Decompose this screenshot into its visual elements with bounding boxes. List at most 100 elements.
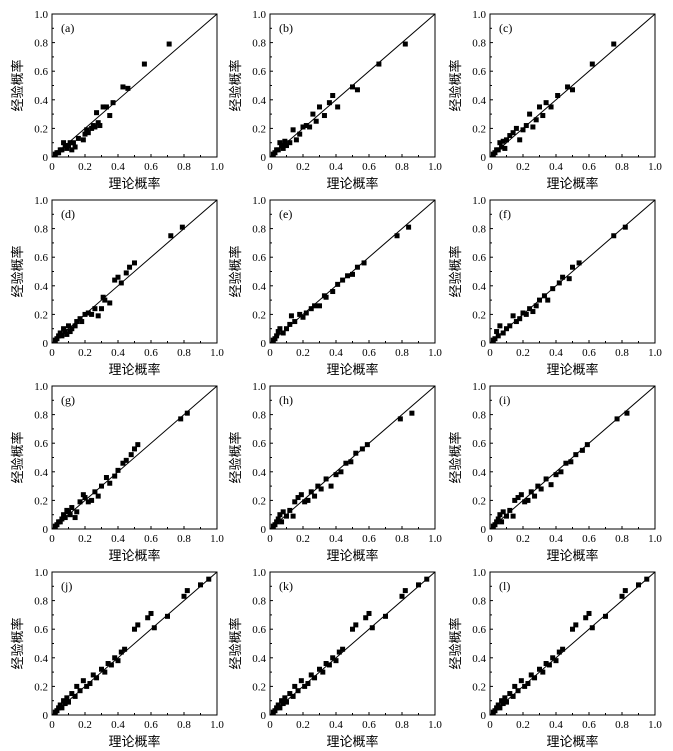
data-point bbox=[315, 483, 321, 489]
y-tick-label: 0.6 bbox=[472, 624, 486, 636]
data-point bbox=[507, 323, 513, 329]
y-tick-label: 0.4 bbox=[472, 95, 486, 107]
data-point bbox=[492, 522, 498, 528]
y-tick-label: 0.6 bbox=[472, 66, 486, 78]
y-tick-label: 1.0 bbox=[252, 9, 266, 21]
x-tick-label: 0.4 bbox=[329, 161, 343, 173]
y-tick-label: 0.2 bbox=[472, 681, 486, 693]
data-point bbox=[59, 147, 65, 153]
data-point bbox=[284, 513, 289, 519]
data-point bbox=[522, 683, 528, 689]
data-point bbox=[62, 515, 68, 521]
y-tick-label: 0 bbox=[481, 710, 487, 722]
data-point bbox=[338, 469, 344, 475]
data-point bbox=[364, 442, 370, 448]
data-point bbox=[528, 672, 534, 678]
data-point bbox=[69, 505, 75, 511]
x-tick-label: 0.4 bbox=[549, 719, 563, 731]
x-tick-label: 0.6 bbox=[582, 161, 596, 173]
y-tick-label: 0 bbox=[43, 710, 49, 722]
data-point bbox=[308, 489, 314, 495]
data-point bbox=[184, 588, 190, 594]
data-point bbox=[112, 655, 118, 661]
y-tick-label: 0.4 bbox=[34, 281, 48, 293]
x-tick-label: 1.0 bbox=[648, 533, 662, 545]
data-point bbox=[61, 140, 67, 146]
panel-label: (f) bbox=[499, 207, 511, 221]
data-point bbox=[589, 625, 595, 631]
x-tick-label: 0.6 bbox=[144, 533, 158, 545]
y-tick-label: 0 bbox=[261, 152, 267, 164]
data-point bbox=[333, 658, 339, 664]
data-point bbox=[492, 708, 498, 714]
data-point bbox=[517, 137, 523, 143]
data-point bbox=[99, 306, 104, 312]
x-tick-label: 0.2 bbox=[296, 719, 310, 731]
data-point bbox=[293, 137, 299, 143]
data-point bbox=[99, 483, 104, 489]
data-point bbox=[184, 410, 190, 416]
x-tick-label: 0.2 bbox=[516, 347, 530, 359]
data-point bbox=[292, 319, 298, 325]
y-tick-label: 0 bbox=[261, 710, 267, 722]
data-point bbox=[64, 331, 70, 337]
y-axis-title: 经验概率 bbox=[228, 431, 244, 483]
x-tick-label: 0.4 bbox=[111, 161, 125, 173]
x-tick-label: 0.6 bbox=[144, 347, 158, 359]
data-point bbox=[510, 693, 516, 699]
x-tick-label: 0.4 bbox=[111, 719, 125, 731]
y-tick-label: 0.4 bbox=[252, 95, 266, 107]
data-point bbox=[100, 104, 106, 110]
data-point bbox=[499, 698, 505, 704]
data-point bbox=[533, 117, 539, 123]
reference-line bbox=[489, 13, 656, 158]
data-point bbox=[277, 140, 283, 146]
y-tick-label: 0.4 bbox=[34, 467, 48, 479]
y-tick-label: 0 bbox=[481, 338, 487, 350]
data-point bbox=[97, 123, 103, 129]
data-point bbox=[504, 137, 509, 143]
data-point bbox=[312, 675, 318, 681]
data-point bbox=[297, 131, 303, 137]
data-point bbox=[69, 147, 75, 153]
x-tick-label: 0.4 bbox=[111, 347, 125, 359]
y-tick-label: 1.0 bbox=[472, 9, 486, 21]
data-point bbox=[330, 289, 336, 295]
data-point bbox=[145, 615, 151, 621]
data-point bbox=[74, 509, 80, 515]
data-point bbox=[530, 124, 536, 130]
data-point bbox=[84, 683, 90, 689]
data-point bbox=[69, 691, 75, 697]
data-point bbox=[110, 100, 116, 106]
data-point bbox=[132, 260, 137, 266]
data-point bbox=[518, 678, 524, 684]
data-point bbox=[522, 499, 528, 505]
panel-0: 00 0.2 0.2 0.4 0.4 0.6 0.6 0.8 0.8 1.0 1.0 (a) 理论概率 经… bbox=[10, 9, 224, 192]
panel-9: 00 0.2 0.2 0.4 0.4 0.6 0.6 0.8 0.8 1.0 1.0 (j) 理论概率 经… bbox=[10, 567, 224, 750]
data-point bbox=[369, 625, 375, 631]
x-axis-title: 理论概率 bbox=[326, 734, 378, 750]
data-point bbox=[335, 104, 341, 110]
data-point bbox=[275, 147, 281, 153]
data-point bbox=[178, 416, 184, 422]
x-tick-label: 0 bbox=[267, 347, 273, 359]
data-point bbox=[537, 297, 542, 303]
data-point bbox=[54, 522, 60, 528]
y-tick-label: 0.2 bbox=[34, 681, 48, 693]
data-point bbox=[95, 493, 101, 499]
data-point bbox=[66, 143, 71, 149]
y-tick-label: 1.0 bbox=[252, 195, 266, 207]
x-axis-title: 理论概率 bbox=[108, 548, 160, 564]
data-point bbox=[550, 655, 556, 661]
reference-line bbox=[489, 385, 656, 530]
x-tick-label: 0 bbox=[49, 719, 55, 731]
reference-line bbox=[489, 571, 656, 716]
x-tick-label: 1.0 bbox=[210, 347, 224, 359]
data-point bbox=[206, 576, 212, 582]
data-point bbox=[89, 125, 95, 131]
data-point bbox=[312, 303, 318, 309]
y-tick-label: 0 bbox=[261, 338, 267, 350]
x-axis-title: 理论概率 bbox=[108, 362, 160, 378]
data-point bbox=[560, 274, 566, 280]
data-point bbox=[533, 303, 539, 309]
